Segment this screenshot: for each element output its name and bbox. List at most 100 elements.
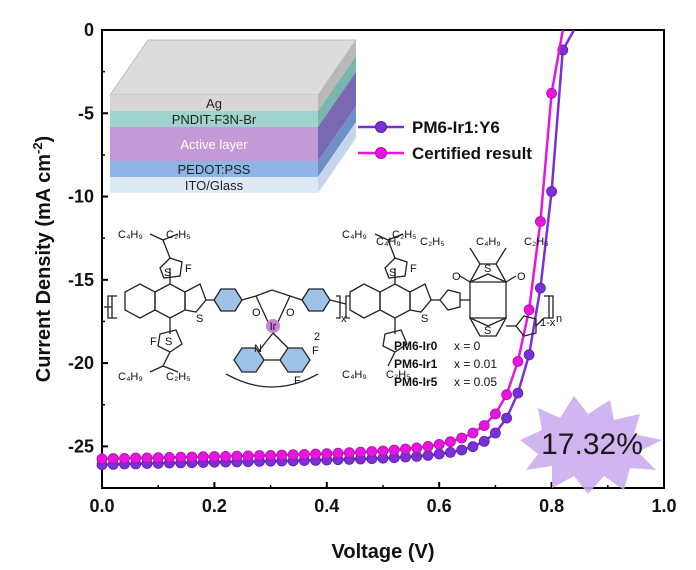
- x-tick-label: 0.2: [202, 496, 227, 516]
- subscript-1x: 1-x: [540, 317, 556, 329]
- atom-s-ul: S: [164, 267, 171, 279]
- atom-s-bdt-left: S: [196, 313, 203, 325]
- layer-label-active: Active layer: [180, 137, 248, 152]
- data-point: [231, 450, 243, 462]
- data-point: [422, 449, 434, 461]
- data-point: [456, 444, 468, 456]
- data-point: [411, 442, 423, 454]
- bond-o-ir-1: [255, 295, 269, 323]
- atom-f-ir-2: F: [294, 375, 301, 387]
- starburst-shape: [520, 396, 662, 494]
- atom-f-ul: F: [185, 263, 192, 275]
- data-point: [489, 408, 501, 420]
- chain-down-left-2: [149, 365, 164, 373]
- alkyl-bdd-c2h5-l: C₂H₅: [420, 236, 445, 248]
- atom-f-ir-1: F: [312, 345, 319, 357]
- atom-s-ur: S: [389, 267, 396, 279]
- bracket-mid-right: [345, 295, 350, 319]
- y-tick-label: -25: [68, 436, 94, 456]
- data-point: [119, 452, 130, 464]
- bracket-left-inner: [111, 295, 117, 319]
- chemical-structure-inset: [104, 233, 554, 388]
- x-tick-label: 0.0: [89, 496, 114, 516]
- bracket-right-outer: [548, 295, 554, 319]
- data-point: [512, 387, 524, 399]
- layer-label-pedot: PEDOT:PSS: [178, 162, 251, 177]
- y-axis-title-close: ): [33, 136, 55, 143]
- legend-marker-1: [375, 121, 387, 133]
- atom-o-bdd-1: O: [452, 271, 461, 283]
- data-point: [467, 427, 479, 439]
- bdd-chain-right: [495, 247, 507, 265]
- data-point: [175, 451, 187, 463]
- data-point: [321, 448, 333, 460]
- data-point: [298, 448, 310, 460]
- data-point: [220, 450, 232, 462]
- data-point: [377, 445, 389, 457]
- data-point: [501, 412, 513, 424]
- y-axis-title: Current Density (mA cm-2): [30, 136, 55, 382]
- y-tick-label: -10: [68, 187, 94, 207]
- data-point: [478, 420, 490, 431]
- alkyl-ll-c2h5: C₂H₅: [166, 371, 191, 383]
- data-point: [310, 448, 322, 460]
- data-point: [141, 452, 153, 464]
- data-point: [433, 448, 445, 460]
- pedot-layer: [110, 161, 318, 177]
- data-point: [523, 304, 535, 316]
- data-point: [422, 440, 434, 452]
- data-point: [546, 186, 557, 197]
- tick-labels: 0.0 0.2 0.4 0.6 0.8 1.0 0 -5 -10 -15 -20 -25: [68, 20, 677, 516]
- y-axis-title-main: Current Density (mA cm: [33, 154, 55, 382]
- data-point: [535, 216, 546, 227]
- data-point: [163, 451, 175, 463]
- data-point: [535, 282, 546, 294]
- alkyl-ll-c4h9: C₄H₉: [118, 371, 143, 383]
- atom-s-bdd-2: S: [484, 325, 491, 337]
- data-point: [242, 450, 254, 462]
- atom-o-2: O: [286, 307, 295, 319]
- legend-label-2: Certified result: [412, 144, 532, 163]
- chain-up-left-3: [162, 233, 179, 241]
- bdd-chain-left: [469, 247, 481, 265]
- ito-layer: [110, 177, 318, 193]
- bdt-right-benzene: [349, 283, 381, 319]
- thiophene-down-right: [382, 329, 408, 353]
- alkyl-ur-c4h9: C₄H₉: [342, 229, 367, 241]
- y-tick-label: -20: [68, 353, 94, 373]
- legend: PM6-Ir1:Y6 Certified result: [358, 118, 532, 163]
- difluorophenyl-ring: [279, 347, 311, 373]
- alkyl-ul-c4h9: C₄H₉: [118, 229, 143, 241]
- active-side: [318, 72, 356, 161]
- data-point: [489, 427, 501, 439]
- data-point: [400, 443, 411, 455]
- bdt-right-thiophene: [409, 283, 432, 313]
- bond-ir-n: [257, 332, 274, 353]
- atom-s-bdt-right: S: [421, 313, 428, 325]
- y-tick-label: -15: [68, 270, 94, 290]
- data-point: [96, 453, 108, 465]
- bdt-left-thiophene: [184, 283, 207, 313]
- atom-s-ll: S: [165, 336, 172, 348]
- subscript-x: x: [341, 313, 347, 325]
- device-stack-inset: Ag PNDIT-F3N-Br Active layer PEDOT:PSS I…: [109, 39, 357, 193]
- efficiency-annotation: 17.32%: [520, 396, 662, 494]
- alkyl-lr-c2h5: C₂H₅: [386, 369, 411, 381]
- data-point: [501, 389, 513, 401]
- legend-marker-2: [375, 147, 387, 159]
- legend-label-1: PM6-Ir1:Y6: [412, 118, 500, 137]
- data-point: [107, 453, 119, 464]
- iridium-atom: [266, 319, 280, 333]
- data-point: [467, 441, 479, 453]
- data-point: [130, 452, 142, 464]
- ito-side: [318, 122, 356, 193]
- polymer-label-ir5: PM6-Ir5: [394, 375, 438, 389]
- alkyl-bdd-c4h9-l: C₄H₉: [376, 236, 401, 248]
- etl-layer: [110, 111, 318, 127]
- atom-o-1: O: [252, 307, 261, 319]
- thiophene-up-left: [159, 257, 183, 279]
- subscript-2: 2: [314, 331, 320, 343]
- layer-label-ag: Ag: [206, 96, 222, 111]
- chain-up-right-2: [374, 233, 389, 241]
- pedot-side: [318, 106, 356, 177]
